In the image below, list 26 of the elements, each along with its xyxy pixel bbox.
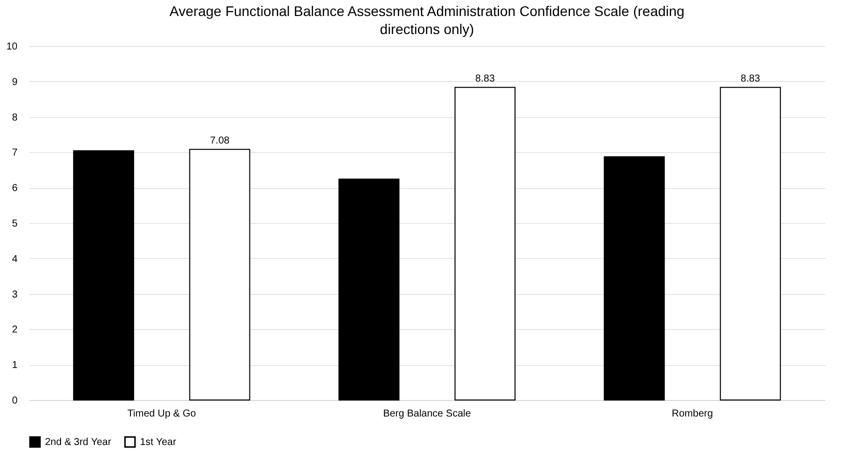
y-tick-label: 10 (6, 42, 18, 52)
data-label: 8.83 (740, 73, 761, 84)
y-tick-label: 0 (12, 396, 18, 406)
data-label: 8.83 (475, 73, 496, 84)
y-tick-label: 7 (12, 148, 18, 159)
y-tick-label: 6 (12, 183, 18, 194)
bar (720, 86, 781, 400)
y-tick-label: 4 (12, 254, 18, 265)
x-tick-label: Berg Balance Scale (383, 408, 472, 420)
y-tick-label: 5 (12, 218, 18, 230)
y-tick-label: 3 (12, 289, 18, 300)
legend-label: 1st Year (140, 437, 177, 448)
data-label: 7.08 (210, 135, 230, 146)
legend-label: 2nd & 3rd Year (45, 437, 112, 448)
bar (454, 86, 516, 400)
bar (604, 156, 665, 400)
bar (73, 150, 134, 400)
chart-title: Average Functional Balance Assessment Administration Confidence Scale (reading directions only) (170, 3, 684, 37)
x-tick-label: Timed Up & Go (127, 408, 196, 420)
bar (189, 148, 250, 400)
x-tick-label: Romberg (672, 408, 713, 420)
bar (338, 178, 400, 400)
y-tick-label: 9 (12, 76, 18, 88)
y-tick-label: 2 (12, 324, 18, 336)
y-tick-label: 1 (12, 360, 18, 372)
y-tick-label: 8 (12, 112, 18, 124)
